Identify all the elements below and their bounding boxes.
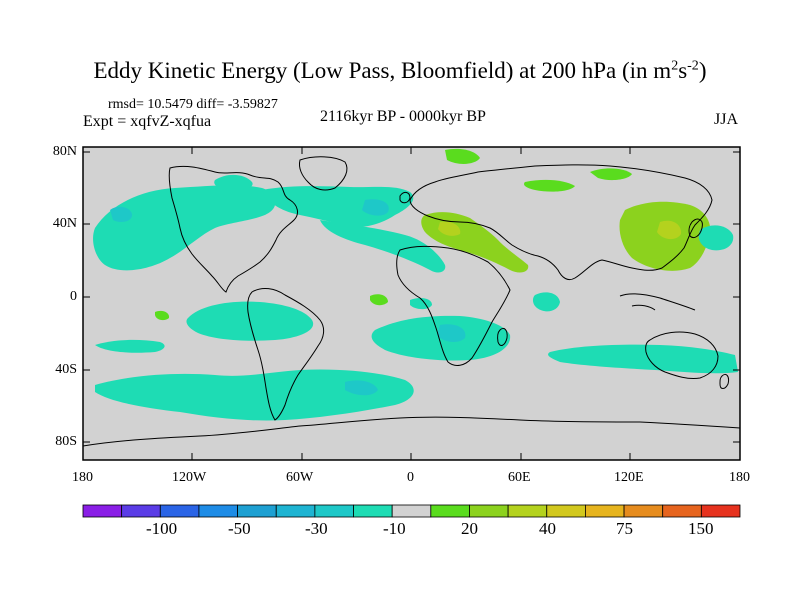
anomaly-scandinavia <box>445 148 480 164</box>
colorbar-label: 75 <box>616 519 633 538</box>
colorbar-segment <box>159 504 200 518</box>
anomaly-south-pacific-west <box>95 339 165 353</box>
season-label: JJA <box>714 111 739 128</box>
anomaly-north-pacific-core <box>110 206 133 222</box>
lon-label: 60E <box>508 470 531 485</box>
lat-label: 40S <box>55 362 77 377</box>
anomaly-west-pacific <box>698 225 734 251</box>
colorbar-segment <box>82 504 123 518</box>
colorbar-label: 150 <box>688 519 714 538</box>
lon-ticks <box>82 147 631 460</box>
colorbar-segment <box>430 504 470 518</box>
anomaly-north-atlantic <box>262 186 414 227</box>
colorbar-segment <box>546 504 586 518</box>
anomaly-north-pacific <box>93 185 276 271</box>
coast-antarctica <box>82 416 741 447</box>
colorbar-label: 20 <box>461 519 478 538</box>
lat-ticks <box>83 151 740 443</box>
lon-label: 0 <box>407 470 414 485</box>
coastlines <box>82 156 741 447</box>
coast-indonesia <box>619 293 696 311</box>
colorbar-segment <box>275 504 316 518</box>
colorbar-segment <box>585 504 625 518</box>
anomaly-south-atlantic-core <box>437 324 466 342</box>
anomaly-mediterranean-core <box>438 221 461 236</box>
coast-madagascar <box>497 327 508 346</box>
coast-north-america <box>168 165 298 293</box>
anomaly-southern-ocean-core <box>345 380 378 396</box>
colorbar <box>82 504 741 518</box>
colorbar-label: -30 <box>305 519 328 538</box>
colorbar-segment <box>507 504 548 518</box>
colorbar-segment <box>353 504 393 518</box>
coast-new-zealand <box>719 373 729 389</box>
lat-label: 80S <box>55 434 77 449</box>
lon-label: 180 <box>729 470 750 485</box>
anomaly-bering <box>214 174 253 191</box>
anomaly-contours <box>93 148 738 421</box>
coast-africa <box>396 245 511 366</box>
lon-label: 120E <box>614 470 644 485</box>
anomaly-southern-ocean <box>95 369 414 421</box>
lon-label: 120W <box>172 470 207 485</box>
colorbar-segment <box>121 504 161 518</box>
lat-label: 40N <box>52 216 77 231</box>
anomaly-siberia <box>590 168 632 181</box>
coast-uk <box>399 191 411 204</box>
lon-label: 60W <box>286 470 314 485</box>
colorbar-segment <box>623 504 664 518</box>
colorbar-label: -50 <box>228 519 251 538</box>
coast-greenland <box>299 156 348 191</box>
anomaly-indian-ocean <box>548 344 738 374</box>
figure-title: Eddy Kinetic Energy (Low Pass, Bloomfiel… <box>93 58 707 83</box>
experiment-label: Expt = xqfvZ-xqfua <box>83 113 212 130</box>
lat-label: 0 <box>70 289 77 304</box>
coast-japan <box>688 218 703 239</box>
period-label: 2116kyr BP - 0000kyr BP <box>320 108 486 125</box>
lat-label: 80N <box>52 144 77 159</box>
stats-text: rmsd= 10.5479 diff= -3.59827 <box>108 97 278 112</box>
colorbar-segment <box>314 504 354 518</box>
anomaly-atlantic-spot <box>370 294 388 306</box>
colorbar-segment <box>198 504 238 518</box>
colorbar-label: -100 <box>146 519 178 538</box>
anomaly-pacific-spot <box>155 310 170 321</box>
colorbar-label: 40 <box>539 519 556 538</box>
colorbar-segment <box>237 504 277 518</box>
anomaly-subtropical-atlantic <box>320 220 446 273</box>
anomaly-atlantic-core <box>362 199 389 216</box>
lon-label: 180 <box>72 470 93 485</box>
anomaly-arabian <box>532 292 560 312</box>
colorbar-segment <box>700 504 741 518</box>
colorbar-segment <box>391 504 432 518</box>
coast-australia <box>645 331 719 379</box>
colorbar-segment <box>662 504 702 518</box>
colorbar-segment <box>469 504 509 518</box>
anomaly-central-asia <box>524 179 575 192</box>
colorbar-label: -10 <box>383 519 406 538</box>
anomaly-east-asia-core <box>657 220 682 240</box>
coast-south-america <box>247 287 325 421</box>
coast-eurasia <box>409 164 713 281</box>
